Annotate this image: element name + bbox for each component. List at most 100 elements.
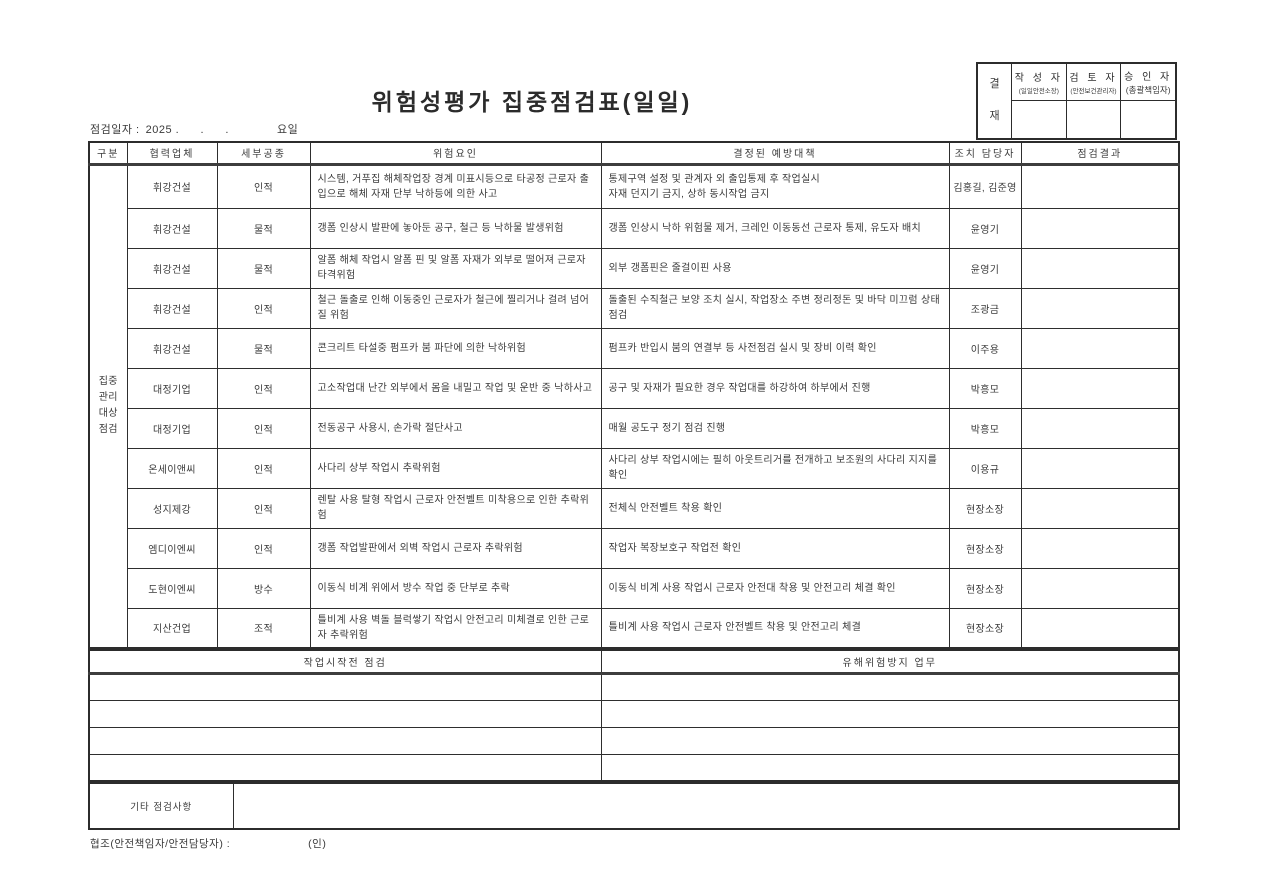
header-cell-manager: 조치 담당자 [948, 141, 1022, 166]
approval-title-text: 검 토 자 [1069, 73, 1118, 84]
work-type-cell: 인적 [216, 527, 311, 569]
header-cell-category: 구분 [88, 141, 128, 166]
result-cell [1020, 527, 1180, 569]
table-header-row: 구분 협력업체 세부공종 위험요인 결정된 예방대책 조치 담당자 점검결과 [88, 141, 1180, 166]
hazard-prevention-empty-cell [600, 699, 1180, 728]
prevention-cell: 외부 갱폼핀은 줄걸이핀 사용 [600, 247, 950, 289]
pre-work-empty-cell [88, 672, 602, 701]
manager-cell: 현장소장 [948, 567, 1022, 609]
table-row: 휘강건설 인적 철근 돌출로 인해 이동중인 근로자가 철근에 찔리거나 걸려 … [89, 287, 1180, 329]
table-row: 지산건업 조적 틀비계 사용 벽돌 블럭쌓기 작업시 안전고리 미체결로 인한 … [89, 607, 1180, 649]
approval-title-text: 작 성 자 [1014, 73, 1063, 84]
hazard-cell: 콘크리트 타설중 펌프카 붐 파단에 의한 낙하위험 [309, 327, 602, 369]
prevention-cell: 작업자 복장보호구 작업전 확인 [600, 527, 950, 569]
header-cell-company: 협력업체 [126, 141, 218, 166]
manager-cell: 조광금 [948, 287, 1022, 329]
table-row: 도현이엔씨 방수 이동식 비계 위에서 방수 작업 중 단부로 추락 이동식 비… [89, 567, 1180, 609]
company-cell: 휘강건설 [126, 163, 218, 209]
work-type-cell: 조적 [216, 607, 311, 649]
hazard-prevention-empty-cell [600, 753, 1180, 782]
seal-label: (인) [308, 838, 327, 850]
result-cell [1020, 327, 1180, 369]
inspection-table: 구분 협력업체 세부공종 위험요인 결정된 예방대책 조치 담당자 점검결과 집… [88, 141, 1180, 649]
work-type-cell: 인적 [216, 487, 311, 529]
prevention-cell: 사다리 상부 작업시에는 필히 아웃트리거를 전개하고 보조원의 사다리 지지를… [600, 447, 950, 489]
work-type-cell: 인적 [216, 407, 311, 449]
manager-cell: 현장소장 [948, 607, 1022, 649]
manager-cell: 윤영기 [948, 247, 1022, 289]
etc-section-table: 기타 점검사항 [88, 782, 1180, 830]
manager-cell: 현장소장 [948, 527, 1022, 569]
work-type-cell: 인적 [216, 163, 311, 209]
hazard-cell: 전동공구 사용시, 손가락 절단사고 [309, 407, 602, 449]
group-label-cell: 집중 관리 대상 점검 [88, 163, 128, 649]
table-row: 성지제강 인적 렌탈 사용 탈형 작업시 근로자 안전벨트 미착용으로 인한 추… [89, 487, 1180, 529]
approval-title-approver: 승 인 자 (총괄책임자) [1121, 64, 1176, 101]
approval-signature-cell [1067, 101, 1121, 138]
approval-signature-cell [1012, 101, 1066, 138]
table-row: 집중 관리 대상 점검 휘강건설 인적 시스템, 거푸집 해체작업장 경계 미표시… [88, 163, 1180, 649]
result-cell [1020, 567, 1180, 609]
work-type-cell: 물적 [216, 327, 311, 369]
table-row: 대정기업 인적 고소작업대 난간 외부에서 몸을 내밀고 작업 및 운반 중 낙… [89, 367, 1180, 409]
work-type-cell: 인적 [216, 367, 311, 409]
result-cell [1020, 447, 1180, 489]
table-row: 휘강건설 물적 알폼 해체 작업시 알폼 핀 및 알폼 자재가 외부로 떨어져 … [89, 247, 1180, 289]
result-cell [1020, 367, 1180, 409]
prevention-cell: 매월 공도구 정기 점검 진행 [600, 407, 950, 449]
approval-box: 결 재 작 성 자 (일일안전소장) 검 토 자 (안전보건관리자) 승 인 자… [976, 62, 1177, 140]
approval-stamp-label: 결 재 [978, 64, 1012, 138]
pre-work-empty-cell [88, 753, 602, 782]
hazard-cell: 틀비계 사용 벽돌 블럭쌓기 작업시 안전고리 미체결로 인한 근로자 추락위험 [309, 607, 602, 649]
hazard-cell: 갱폼 인상시 발판에 놓아둔 공구, 철근 등 낙하물 발생위험 [309, 207, 602, 249]
approval-title-text: 승 인 자 [1124, 72, 1173, 83]
company-cell: 성지제강 [126, 487, 218, 529]
table-row: 엠디이엔씨 인적 갱폼 작업발판에서 외벽 작업시 근로자 추락위험 작업자 복… [89, 527, 1180, 569]
company-cell: 휘강건설 [126, 247, 218, 289]
prevention-cell: 전체식 안전벨트 착용 확인 [600, 487, 950, 529]
prevention-cell: 공구 및 자재가 필요한 경우 작업대를 하강하여 하부에서 진행 [600, 367, 950, 409]
cooperation-label: 협조(안전책임자/안전담당자) : [90, 838, 231, 850]
prevention-cell: 틀비계 사용 작업시 근로자 안전벨트 착용 및 안전고리 체결 [600, 607, 950, 649]
result-cell [1020, 487, 1180, 529]
table-row: 온세이앤씨 인적 사다리 상부 작업시 추락위험 사다리 상부 작업시에는 필히… [89, 447, 1180, 489]
pre-work-empty-cell [88, 699, 602, 728]
pre-work-empty-cell [88, 726, 602, 755]
inspection-date-value: 2025 . . . [145, 124, 229, 136]
company-cell: 휘강건설 [126, 207, 218, 249]
header-cell-prevention: 결정된 예방대책 [600, 141, 950, 166]
result-cell [1020, 407, 1180, 449]
manager-cell: 박흥모 [948, 367, 1022, 409]
hazard-cell: 시스템, 거푸집 해체작업장 경계 미표시등으로 타공정 근로자 출입으로 해체… [309, 163, 602, 209]
inspection-date-line: 점검일자 : 2025 . . . 요일 [90, 121, 298, 137]
company-cell: 도현이엔씨 [126, 567, 218, 609]
table-row: 휘강건설 물적 콘크리트 타설중 펌프카 붐 파단에 의한 낙하위험 펌프카 반… [89, 327, 1180, 369]
hazard-cell: 렌탈 사용 탈형 작업시 근로자 안전벨트 미착용으로 인한 추락위험 [309, 487, 602, 529]
approval-column-writer: 작 성 자 (일일안전소장) [1012, 64, 1067, 138]
result-cell [1020, 207, 1180, 249]
inspection-form: 구분 협력업체 세부공종 위험요인 결정된 예방대책 조치 담당자 점검결과 집… [88, 141, 1180, 830]
approval-signature-cell [1121, 101, 1175, 138]
prevention-cell: 갱폼 인상시 낙하 위험물 제거, 크레인 이동동선 근로자 통제, 유도자 배… [600, 207, 950, 249]
result-cell [1020, 247, 1180, 289]
company-cell: 엠디이엔씨 [126, 527, 218, 569]
hazard-prevention-empty-cell [600, 672, 1180, 701]
hazard-cell: 알폼 해체 작업시 알폼 핀 및 알폼 자재가 외부로 떨어져 근로자 타격위험 [309, 247, 602, 289]
work-type-cell: 인적 [216, 287, 311, 329]
work-type-cell: 방수 [216, 567, 311, 609]
work-type-cell: 물적 [216, 207, 311, 249]
prevention-cell: 펌프카 반입시 붐의 연결부 등 사전점검 실시 및 장비 이력 확인 [600, 327, 950, 369]
hazard-cell: 철근 돌출로 인해 이동중인 근로자가 철근에 찔리거나 걸려 넘어질 위험 [309, 287, 602, 329]
approval-column-approver: 승 인 자 (총괄책임자) [1121, 64, 1176, 138]
approval-subtitle-text: (일일안전소장) [1018, 88, 1059, 95]
work-type-cell: 인적 [216, 447, 311, 489]
approval-subtitle-text: (안전보건관리자) [1070, 88, 1117, 95]
manager-cell: 현장소장 [948, 487, 1022, 529]
section-header-right: 유해위험방지 업무 [600, 649, 1180, 675]
manager-cell: 박흥모 [948, 407, 1022, 449]
approval-column-reviewer: 검 토 자 (안전보건관리자) [1066, 64, 1122, 138]
prevention-cell: 이동식 비계 사용 작업시 근로자 안전대 착용 및 안전고리 체결 확인 [600, 567, 950, 609]
etc-content-cell [232, 782, 1180, 830]
result-cell [1020, 607, 1180, 649]
approval-subtitle-text: (총괄책임자) [1125, 85, 1171, 95]
